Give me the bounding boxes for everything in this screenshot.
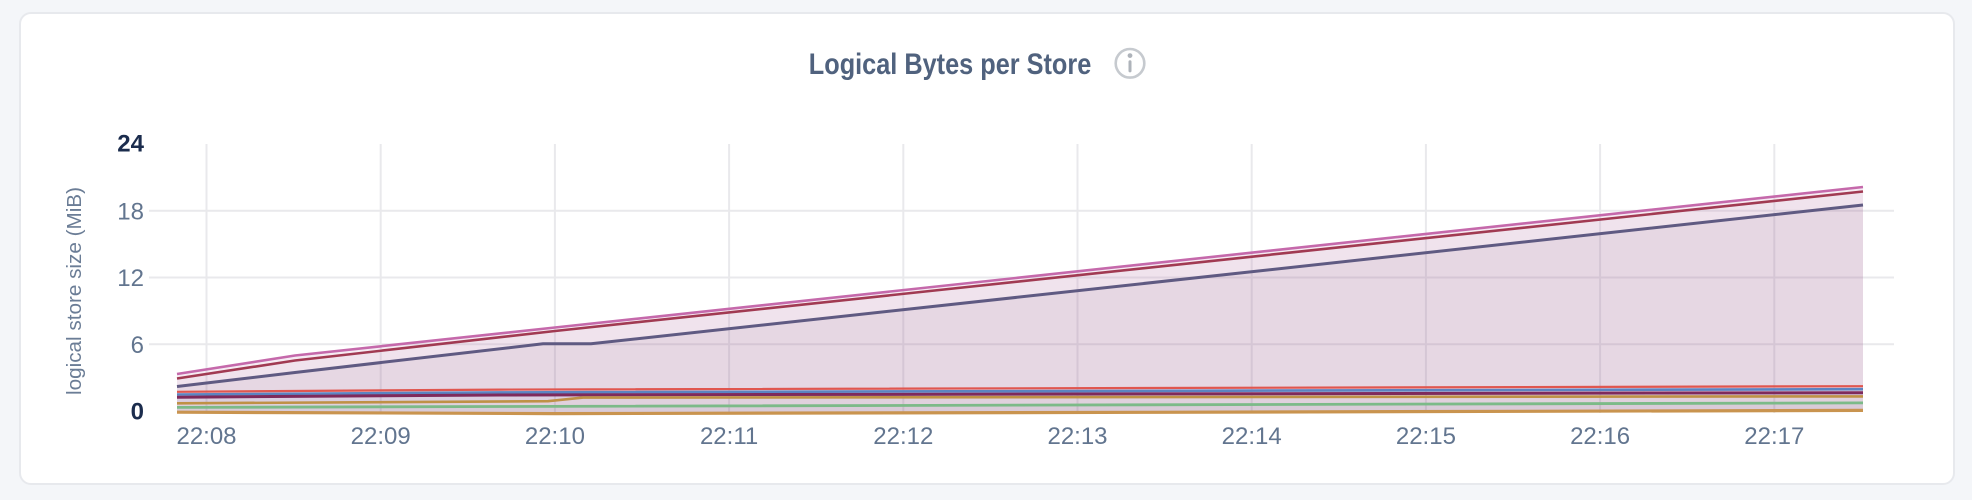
svg-text:22:10: 22:10 [525, 423, 585, 450]
svg-text:22:12: 22:12 [873, 423, 933, 450]
svg-text:Logical Bytes per Store: Logical Bytes per Store [809, 48, 1092, 81]
svg-text:22:17: 22:17 [1744, 423, 1804, 450]
svg-text:22:11: 22:11 [700, 423, 758, 450]
svg-text:22:15: 22:15 [1396, 423, 1456, 450]
svg-text:22:09: 22:09 [351, 423, 411, 450]
svg-text:18: 18 [117, 198, 144, 225]
svg-text:12: 12 [117, 265, 144, 292]
svg-text:22:08: 22:08 [176, 423, 236, 450]
svg-text:logical store size (MiB): logical store size (MiB) [64, 187, 86, 395]
svg-text:0: 0 [131, 398, 144, 425]
svg-text:22:14: 22:14 [1222, 423, 1282, 450]
svg-text:6: 6 [131, 332, 144, 359]
svg-text:24: 24 [117, 131, 144, 158]
svg-text:22:13: 22:13 [1047, 423, 1107, 450]
svg-text:22:16: 22:16 [1570, 423, 1630, 450]
